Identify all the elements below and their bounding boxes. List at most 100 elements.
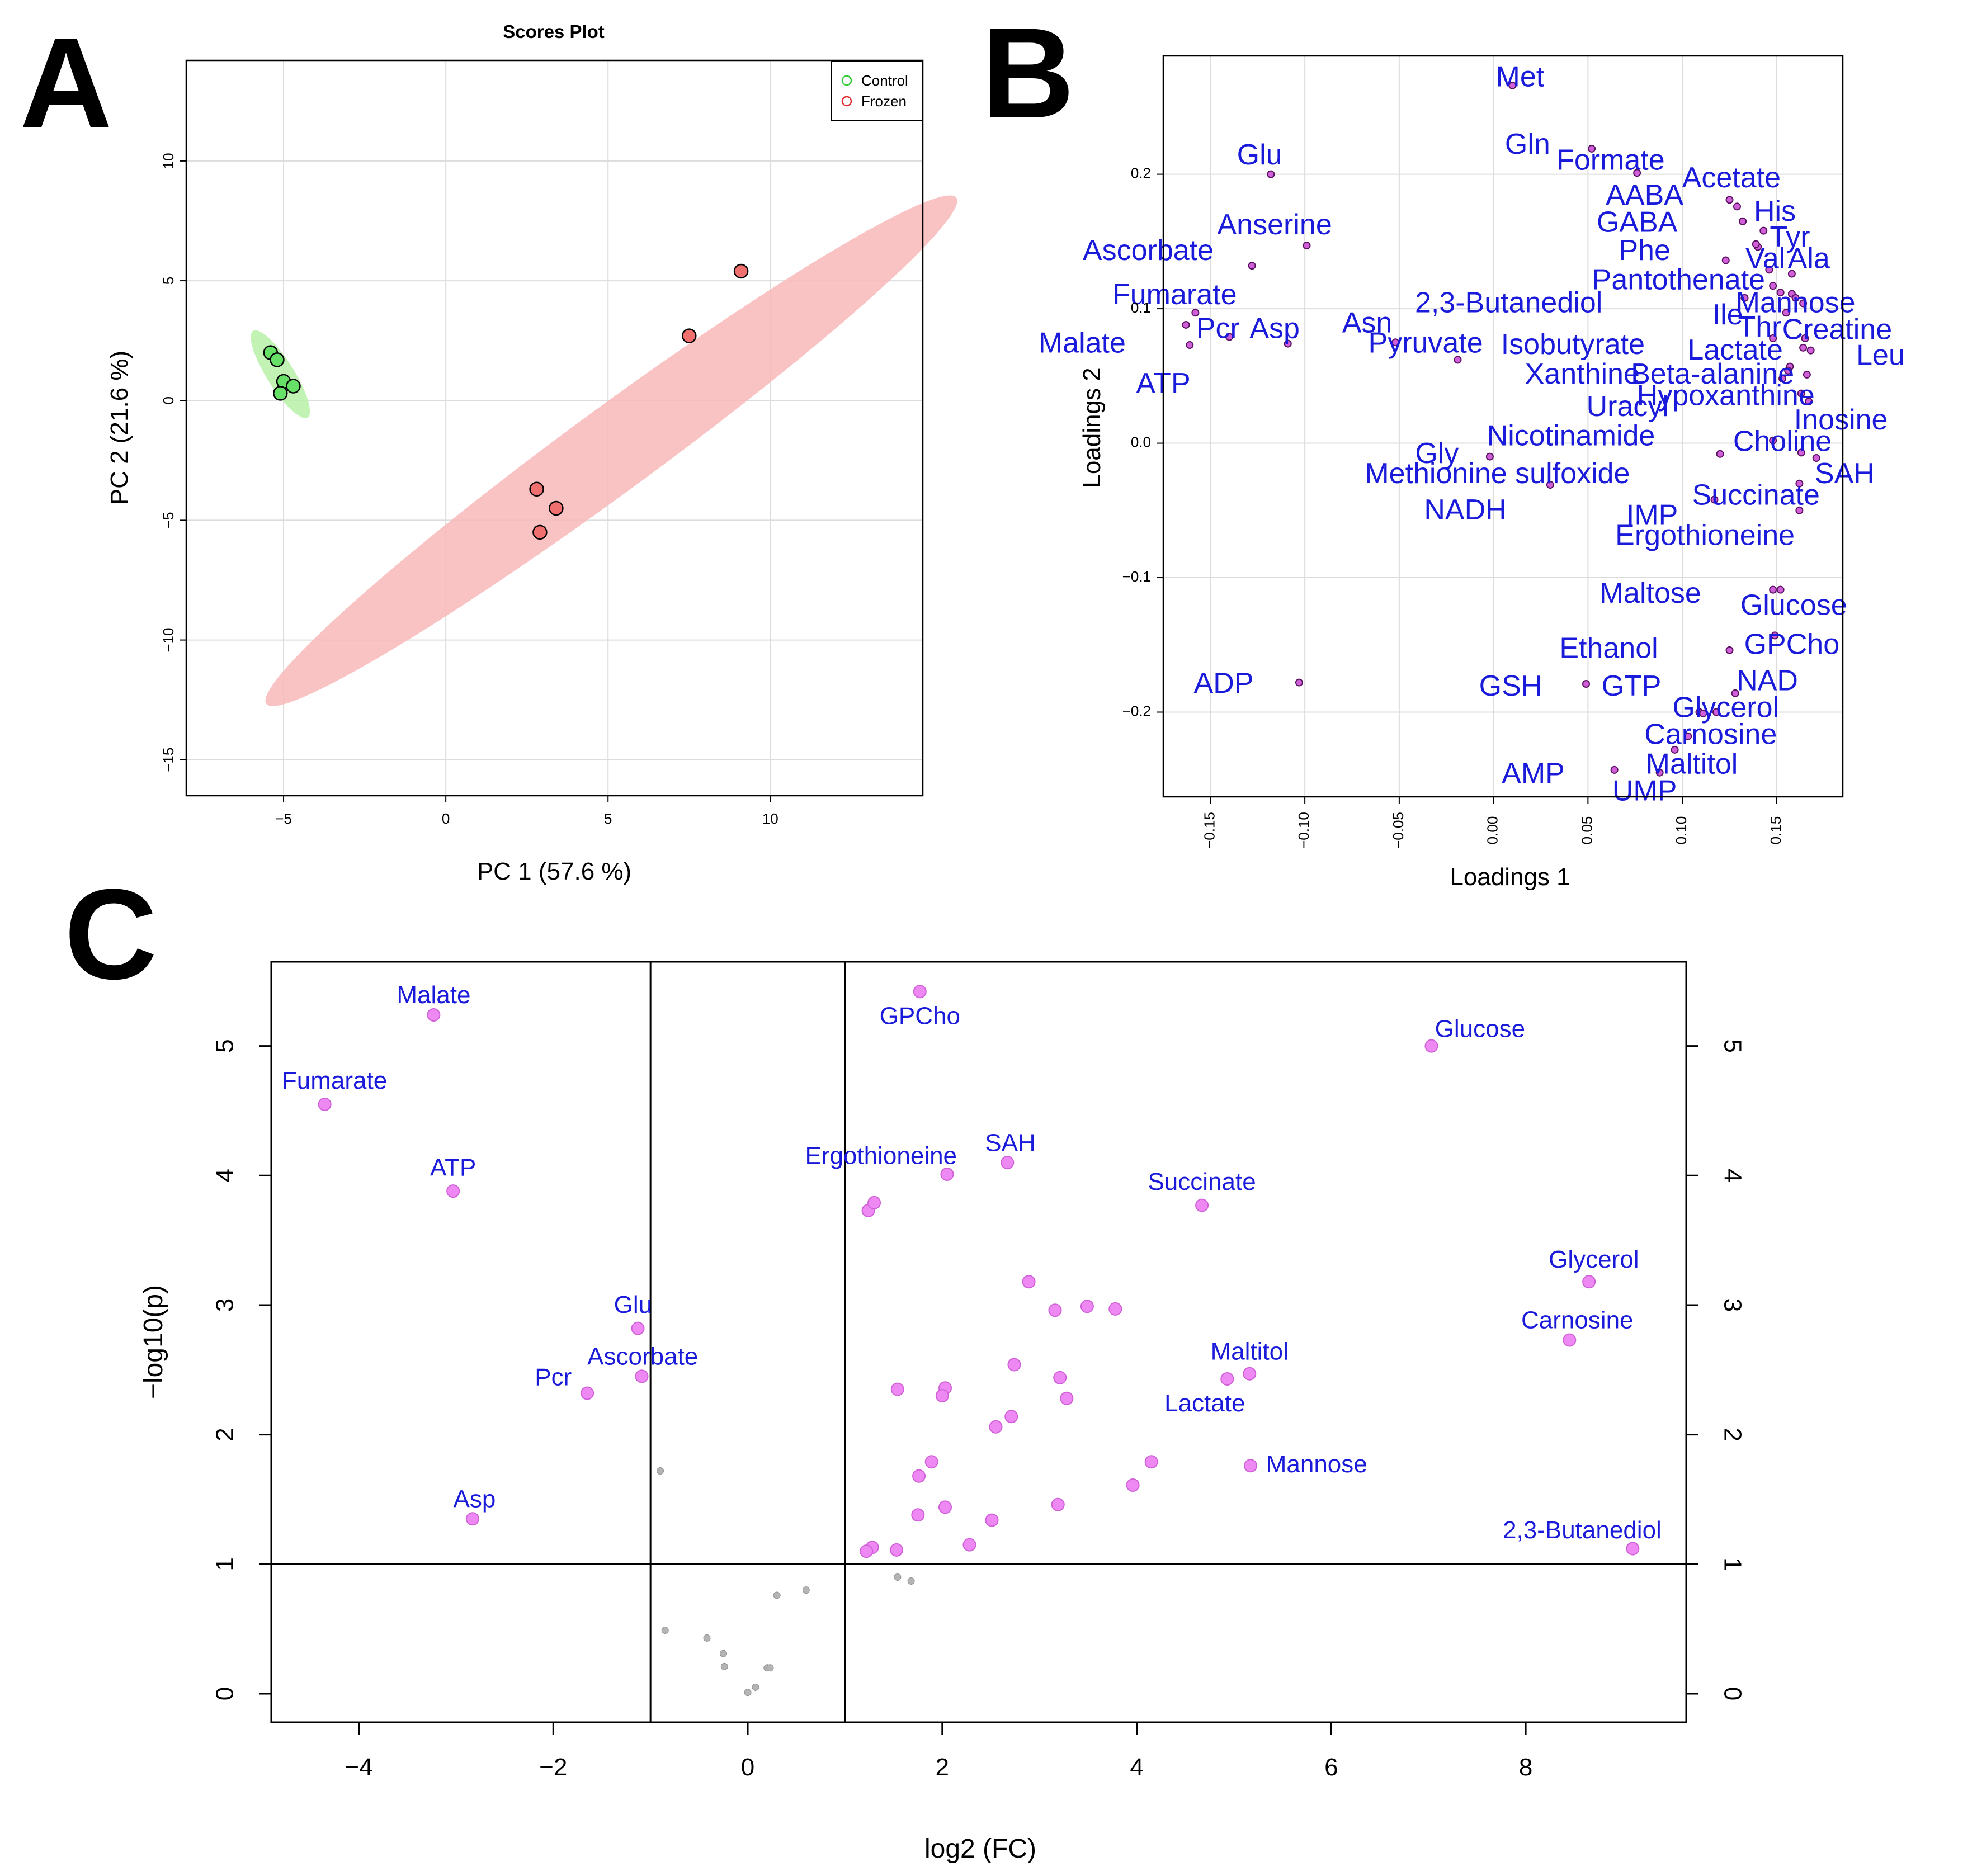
loading-point: [1740, 294, 1749, 302]
loading-label: Nicotinamide: [1487, 420, 1655, 452]
volcano-labels: Malate Fumarate ATP Glu Ascorbate Pcr Asp GPCho…: [282, 981, 1662, 1544]
nonsignificant-point: [907, 1577, 915, 1585]
loading-label: Fumarate: [1112, 278, 1237, 311]
volcano-frame: [270, 961, 1687, 1723]
significant-point: [1048, 1303, 1062, 1317]
volcano-label: ATP: [430, 1154, 476, 1181]
panel-letter-c: C: [64, 862, 157, 1006]
loading-label: GTP: [1602, 670, 1662, 702]
significant-point: [1007, 1358, 1021, 1372]
significant-point: [1060, 1391, 1074, 1405]
loading-point: [1588, 144, 1596, 153]
scores-plot-xlabel: PC 1 (57.6 %): [477, 858, 631, 885]
y-tick-label-left: 0: [211, 1687, 239, 1700]
x-tick-label: 4: [1130, 1754, 1143, 1781]
x-tick-label: −0.05: [1390, 812, 1407, 849]
loading-point: [1731, 689, 1739, 697]
nonsignificant-point: [766, 1664, 774, 1672]
nonsignificant-point: [720, 1662, 728, 1670]
y-tick-label-left: 2: [211, 1428, 239, 1441]
loading-label: Succinate: [1692, 479, 1820, 511]
loading-point: [1710, 495, 1719, 504]
y-tick-label: −5: [160, 512, 177, 529]
scores-plot-grid: [186, 60, 923, 796]
loading-label: Pcr: [1196, 312, 1240, 344]
significant-point: [446, 1184, 460, 1198]
y-tick-label: 10: [160, 153, 177, 169]
loading-point: [1671, 745, 1679, 754]
nonsignificant-point: [752, 1683, 759, 1691]
significant-point: [940, 1167, 954, 1181]
volcano-label: GPCho: [880, 1002, 960, 1029]
loading-point: [1248, 262, 1256, 270]
score-point-frozen: [733, 263, 749, 279]
panel-letter-a: A: [20, 11, 112, 155]
y-tick-label-right: 4: [1719, 1169, 1746, 1182]
y-tick-label-left: 3: [211, 1298, 239, 1312]
significant-point: [1195, 1198, 1209, 1212]
score-point-frozen: [682, 328, 697, 343]
loading-point: [1805, 398, 1813, 406]
loadings-plot-points: [1182, 81, 1820, 777]
significant-point: [1144, 1455, 1158, 1469]
volcano-ylabel: −log10(p): [139, 1285, 168, 1399]
x-tick-label: 0: [442, 810, 450, 827]
y-tick-label: −0.1: [1122, 568, 1151, 585]
loading-label: Xanthine: [1525, 358, 1640, 390]
significant-point: [1126, 1478, 1140, 1492]
x-tick-label: 10: [762, 810, 778, 827]
legend-box: [831, 61, 923, 121]
volcano-label: Glycerol: [1549, 1246, 1639, 1273]
y-tick-label: −15: [160, 748, 177, 772]
loading-point: [1769, 436, 1777, 445]
nonsignificant-point: [661, 1627, 669, 1634]
loading-label: GSH: [1479, 670, 1542, 702]
significant-point: [631, 1321, 645, 1335]
score-point-frozen: [529, 481, 544, 497]
significant-point: [1424, 1039, 1438, 1053]
scores-plot-ticks: −5 0 5 10 −15 −10 −5 0 5 10: [160, 153, 778, 827]
score-point-control: [270, 352, 285, 367]
x-tick-label: 6: [1324, 1754, 1338, 1781]
significant-point: [635, 1369, 649, 1383]
loading-point: [1712, 708, 1720, 716]
volcano-label: Fumarate: [282, 1067, 387, 1094]
volcano-points: [318, 985, 1640, 1697]
loading-point: [1752, 240, 1760, 248]
loading-point: [1546, 481, 1554, 489]
volcano-plot: Malate Fumarate ATP Glu Ascorbate Pcr Asp GPCho…: [139, 961, 1746, 1864]
legend-frozen-label: Frozen: [861, 93, 907, 110]
scores-plot-title: Scores Plot: [503, 21, 605, 42]
y-tick-label: 5: [160, 277, 177, 285]
y-tick-label-right: 0: [1719, 1687, 1746, 1700]
x-tick-label: −0.10: [1295, 812, 1312, 849]
y-tick-label: 0.2: [1131, 164, 1151, 181]
loading-point: [1191, 309, 1200, 317]
legend-control-marker: [841, 75, 852, 86]
x-tick-label: 5: [604, 810, 612, 827]
loadings-plot-ylabel: Loadings 2: [1078, 367, 1106, 488]
significant-point: [1053, 1371, 1067, 1384]
loading-label: Maltitol: [1646, 748, 1738, 780]
y-tick-label: 0: [160, 396, 177, 404]
volcano-thresholds: [271, 962, 1686, 1722]
loading-label: Anserine: [1218, 209, 1332, 241]
loading-point: [1699, 709, 1707, 717]
loading-point: [1801, 334, 1809, 342]
nonsignificant-point: [744, 1689, 752, 1697]
nonsignificant-point: [894, 1573, 902, 1581]
volcano-label: SAH: [985, 1129, 1035, 1156]
loading-point: [1182, 320, 1190, 329]
score-point-control: [286, 379, 301, 394]
loading-label: Maltose: [1599, 577, 1701, 609]
x-tick-label: −5: [275, 810, 292, 827]
y-tick-label-left: 5: [211, 1039, 239, 1052]
loading-point: [1303, 242, 1311, 250]
loading-point: [1295, 678, 1303, 687]
x-tick-label: 8: [1519, 1754, 1532, 1781]
loading-label: Mannose: [1736, 287, 1856, 319]
loading-point: [1684, 732, 1692, 740]
significant-point: [985, 1513, 999, 1527]
loading-point: [1610, 765, 1619, 774]
